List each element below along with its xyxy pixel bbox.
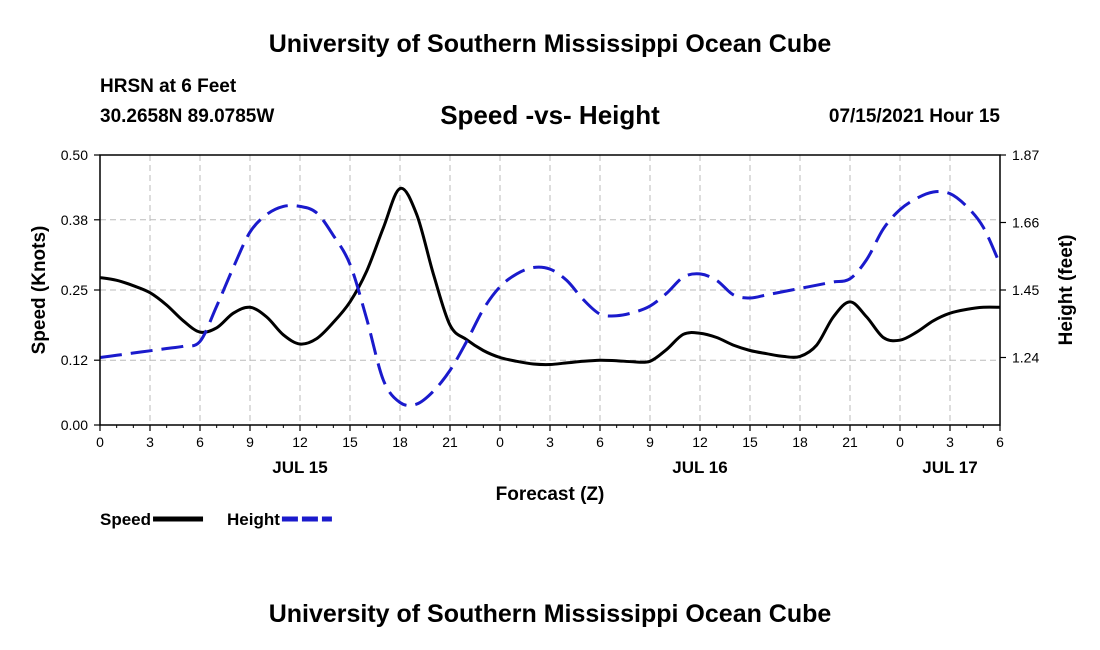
x-axis-label: Forecast (Z) (496, 484, 605, 505)
x-tick-label: 3 (146, 434, 154, 450)
x-tick-label: 0 (496, 434, 504, 450)
x-tick-label: 21 (442, 434, 458, 450)
station-coordinates: 30.2658N 89.0785W (100, 106, 275, 127)
grid (100, 155, 1000, 425)
x-tick-label: 3 (946, 434, 954, 450)
y-left-tick-label: 0.12 (61, 352, 88, 368)
x-tick-label: 18 (392, 434, 408, 450)
y-left-tick-label: 0.25 (61, 282, 88, 298)
x-tick-label: 6 (596, 434, 604, 450)
x-tick-label: 6 (996, 434, 1004, 450)
x-tick-label: 9 (646, 434, 654, 450)
y-left-tick-label: 0.00 (61, 417, 88, 433)
x-tick-label: 0 (896, 434, 904, 450)
footer-title: University of Southern Mississippi Ocean… (268, 600, 832, 628)
date-label: JUL 17 (922, 458, 977, 477)
x-tick-label: 9 (246, 434, 254, 450)
forecast-datetime: 07/15/2021 Hour 15 (828, 106, 1000, 127)
date-label: JUL 15 (272, 458, 327, 477)
date-label: JUL 16 (672, 458, 727, 477)
x-tick-label: 0 (96, 434, 104, 450)
x-tick-label: 12 (692, 434, 708, 450)
speed-series-line (99, 186, 1001, 367)
x-tick-label: 15 (342, 434, 358, 450)
y-right-tick-label: 1.45 (1012, 282, 1039, 298)
station-label: HRSN at 6 Feet (100, 76, 237, 97)
legend-label: Speed (100, 510, 151, 529)
y-right-axis-label: Height (feet) (1056, 235, 1077, 346)
legend-label: Height (227, 510, 280, 529)
legend: Speed Height (100, 510, 332, 529)
y-left-tick-label: 0.38 (61, 212, 88, 228)
x-tick-label: 6 (196, 434, 204, 450)
x-tick-label: 21 (842, 434, 858, 450)
x-tick-label: 18 (792, 434, 808, 450)
height-series-line (99, 190, 1002, 408)
y-left-tick-label: 0.50 (61, 147, 88, 163)
y-right-tick-label: 1.66 (1012, 215, 1039, 231)
y-left-axis-label: Speed (Knots) (29, 226, 50, 355)
chart-title: University of Southern Mississippi Ocean… (268, 30, 832, 58)
x-tick-label: 15 (742, 434, 758, 450)
axes: 0 3 6 9 12 15 18 21 0 3 6 9 12 15 18 21 0 3 6 0.00 0.12 0.25 0… (29, 147, 1077, 505)
series-layer (99, 186, 1002, 408)
chart-subtitle: Speed -vs- Height (440, 100, 660, 130)
x-tick-label: 12 (292, 434, 308, 450)
y-right-tick-label: 1.24 (1012, 350, 1039, 366)
x-tick-label: 3 (546, 434, 554, 450)
y-right-tick-label: 1.87 (1012, 147, 1039, 163)
